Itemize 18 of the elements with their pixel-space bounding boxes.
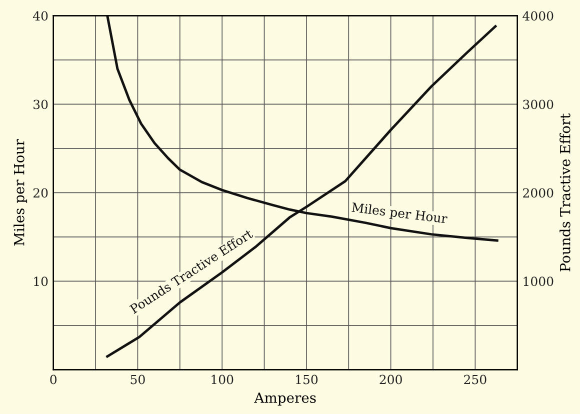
y-axis-title: Miles per Hour — [14, 139, 28, 246]
y-tick-label: 30 — [34, 100, 48, 110]
y-tick-label: 20 — [33, 188, 48, 198]
y2-axis-title: Pounds Tractive Effort — [560, 113, 570, 272]
y2-tick-label: 1000 — [524, 276, 554, 286]
x-tick-label: 0 — [50, 374, 57, 384]
x-tick-label: 100 — [212, 374, 234, 384]
x-tick-label: 150 — [296, 374, 318, 384]
text: Miles per Hour — [351, 202, 448, 226]
x-tick-label: 50 — [130, 374, 145, 384]
y2-tick-label: 3000 — [523, 100, 554, 110]
x-axis-title: Amperes — [254, 392, 316, 406]
y2-tick-label: 4000 — [522, 11, 554, 21]
y-tick-label: 40 — [32, 11, 48, 21]
y-tick-label: 10 — [34, 276, 48, 286]
y2-tick-label: 2000 — [523, 188, 554, 198]
x-tick-label: 200 — [380, 374, 402, 384]
x-tick-label: 250 — [464, 374, 486, 384]
